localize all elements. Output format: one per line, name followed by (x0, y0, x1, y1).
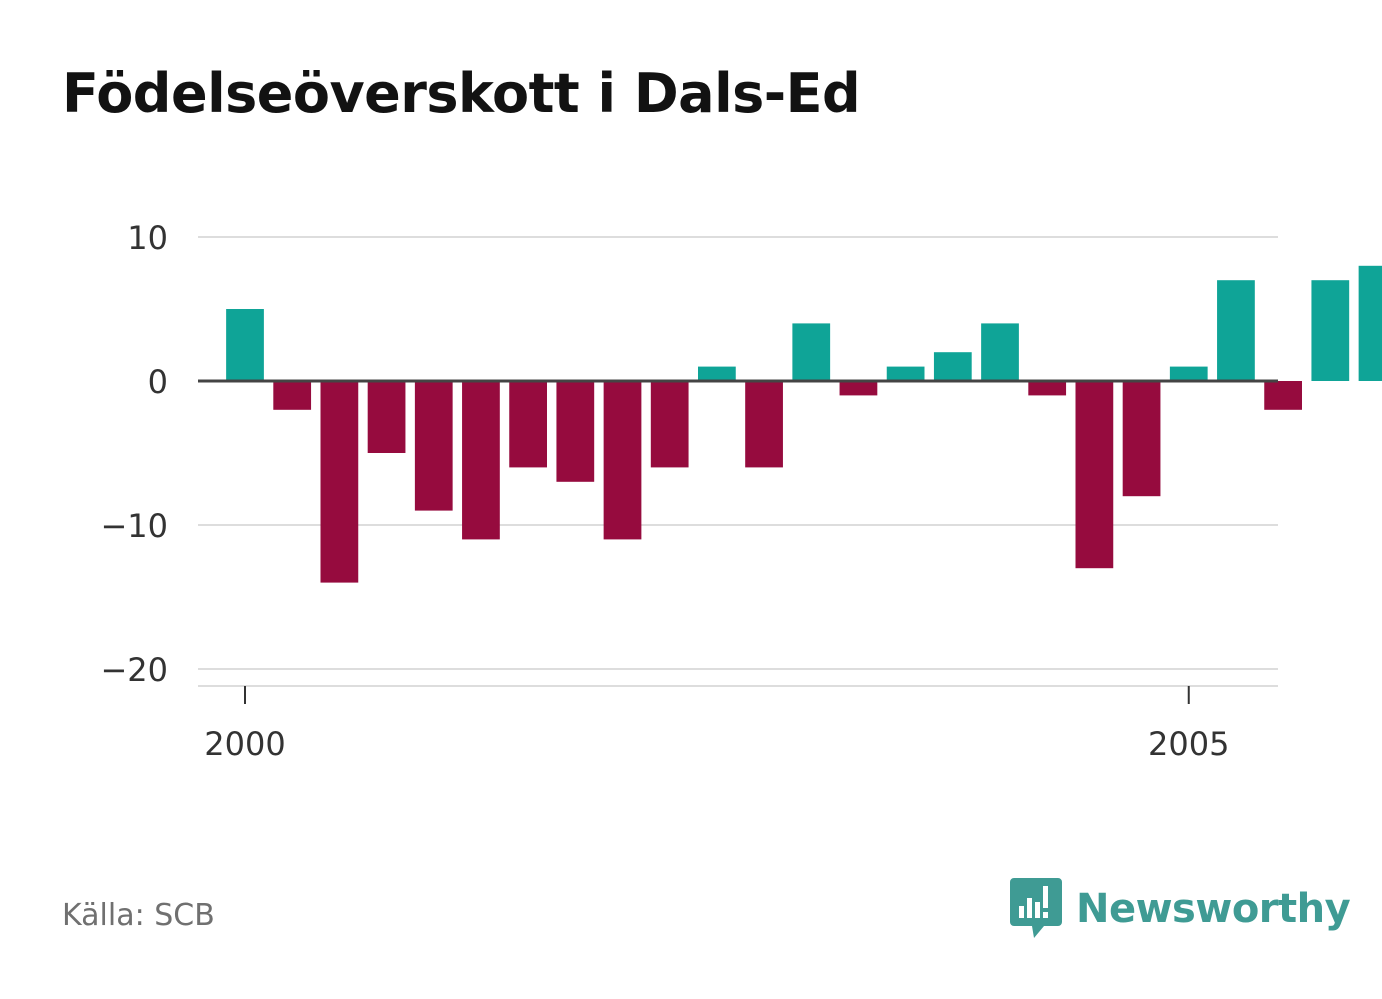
bar-4 (414, 381, 453, 511)
bar-chart: 100−10−20200020052010201520202025 (100, 219, 1382, 763)
bar-chart-speech-bubble-icon (1010, 878, 1062, 938)
y-tick-label-10: 10 (127, 219, 168, 257)
y-tick-label--10: −10 (100, 507, 168, 545)
bar-24 (1358, 265, 1382, 381)
bar-6 (509, 381, 547, 468)
bar-7 (556, 381, 595, 482)
bar-22 (1264, 381, 1302, 410)
gridlines (198, 236, 1278, 670)
bar-17 (1028, 381, 1067, 396)
bars (226, 265, 1382, 583)
bar-2 (320, 381, 359, 583)
bar-5 (462, 381, 500, 540)
bar-19 (1122, 381, 1161, 497)
brand-logo: Newsworthy (1010, 878, 1351, 940)
x-tick-label-2005: 2005 (1148, 725, 1229, 763)
bar-15 (933, 352, 972, 381)
y-tick-label-0: 0 (148, 363, 168, 401)
bar-20 (1169, 366, 1208, 381)
bar-21 (1217, 280, 1255, 381)
bar-8 (603, 381, 642, 540)
source-note: Källa: SCB (62, 898, 215, 933)
bar-1 (273, 381, 312, 410)
bar-11 (745, 381, 783, 468)
x-tick-label-2000: 2000 (204, 725, 285, 763)
y-tick-label--20: −20 (100, 651, 168, 689)
brand-name: Newsworthy (1076, 886, 1351, 932)
bar-14 (886, 366, 925, 381)
bar-12 (792, 323, 831, 381)
bar-9 (650, 381, 689, 468)
chart-title: Födelseöverskott i Dals-Ed (62, 62, 861, 125)
axes: 100−10−20200020052010201520202025 (100, 219, 1278, 763)
bar-23 (1311, 280, 1350, 381)
bar-13 (839, 381, 878, 396)
bar-0 (226, 309, 264, 381)
bar-10 (698, 366, 736, 381)
bar-16 (981, 323, 1019, 381)
bar-18 (1075, 381, 1114, 569)
bar-3 (367, 381, 406, 453)
